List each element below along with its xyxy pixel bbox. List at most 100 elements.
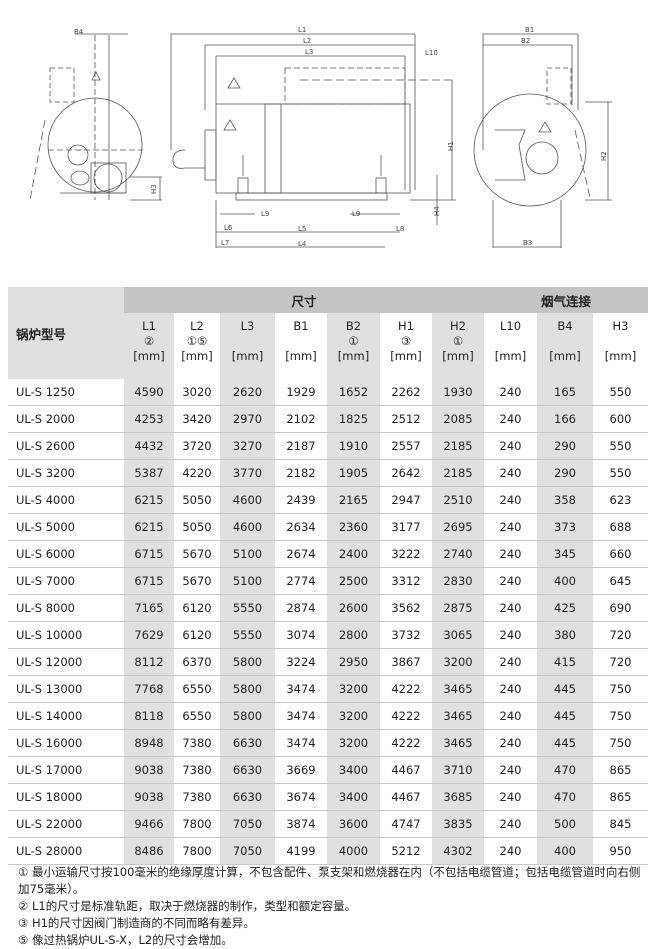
value-cell: 2830 (432, 567, 484, 595)
value-cell: 4747 (380, 810, 432, 838)
value-cell: 240 (484, 837, 537, 865)
value-cell: 1652 (327, 379, 380, 406)
value-cell: 358 (537, 486, 593, 514)
value-cell: 2185 (432, 459, 484, 487)
value-cell: 750 (593, 675, 648, 703)
value-cell: 240 (484, 810, 537, 838)
model-cell: UL-S 16000 (8, 729, 124, 757)
label-b3: B3 (523, 239, 532, 247)
value-cell: 7050 (220, 810, 275, 838)
value-cell: 6630 (220, 783, 275, 811)
footnotes: ① 最小运输尺寸按100毫米的绝缘厚度计算，不包含配件、泵支架和燃烧器在内（不包… (18, 864, 643, 949)
value-cell: 750 (593, 702, 648, 730)
value-cell: 7629 (124, 621, 174, 649)
column-note: ① (452, 334, 464, 348)
label-l9-right: L9 (352, 210, 360, 218)
value-cell: 425 (537, 594, 593, 622)
value-cell: 4600 (220, 513, 275, 541)
value-cell: 3420 (174, 405, 220, 433)
table-row: UL-S 10000 7629 6120 5550 3074 2800 3732 3065 24… (8, 621, 648, 649)
value-cell: 2800 (327, 621, 380, 649)
value-cell: 373 (537, 513, 593, 541)
value-cell: 166 (537, 405, 593, 433)
table-row: UL-S 13000 7768 6550 5800 3474 3200 4222 3465 24… (8, 675, 648, 703)
table-row: UL-S 8000 7165 6120 5550 2874 2600 3562 2875 240… (8, 594, 648, 622)
value-cell: 8948 (124, 729, 174, 757)
value-cell: 240 (484, 540, 537, 568)
model-cell: UL-S 12000 (8, 648, 124, 676)
value-cell: 6630 (220, 756, 275, 784)
value-cell: 3465 (432, 675, 484, 703)
value-cell: 865 (593, 756, 648, 784)
value-cell: 3720 (174, 432, 220, 460)
value-cell: 240 (484, 783, 537, 811)
value-cell: 240 (484, 486, 537, 514)
model-cell: UL-S 3200 (8, 459, 124, 487)
value-cell: 345 (537, 540, 593, 568)
column-header-l1: L1 ② [mm] (124, 313, 174, 379)
table-row: UL-S 12000 8112 6370 5800 3224 2950 3867 3200 24… (8, 648, 648, 676)
group-header-flue: 烟气连接 (484, 287, 648, 313)
table-row: UL-S 2000 4253 3420 2970 2102 1825 2512 2085 240… (8, 405, 648, 433)
value-cell: 3200 (327, 702, 380, 730)
value-cell: 688 (593, 513, 648, 541)
table-row: UL-S 17000 9038 7380 6630 3669 3400 4467 3710 24… (8, 756, 648, 784)
label-b2: B2 (521, 37, 530, 45)
value-cell: 3867 (380, 648, 432, 676)
table-row: UL-S 6000 6715 5670 5100 2674 2400 3222 2740 240… (8, 540, 648, 568)
value-cell: 240 (484, 702, 537, 730)
value-cell: 3065 (432, 621, 484, 649)
column-unit: [mm] (549, 349, 581, 363)
value-cell: 3465 (432, 729, 484, 757)
column-note (220, 334, 275, 349)
model-cell: UL-S 22000 (8, 810, 124, 838)
model-cell: UL-S 2000 (8, 405, 124, 433)
value-cell: 240 (484, 594, 537, 622)
value-cell: 445 (537, 729, 593, 757)
value-cell: 3074 (275, 621, 327, 649)
value-cell: 6550 (174, 702, 220, 730)
value-cell: 3674 (275, 783, 327, 811)
value-cell: 4600 (220, 486, 275, 514)
column-header-h2: H2 ① [mm] (432, 313, 484, 379)
model-cell: UL-S 7000 (8, 567, 124, 595)
value-cell: 2510 (432, 486, 484, 514)
value-cell: 2947 (380, 486, 432, 514)
value-cell: 6370 (174, 648, 220, 676)
value-cell: 3562 (380, 594, 432, 622)
value-cell: 3200 (432, 648, 484, 676)
footnote-1: ① 最小运输尺寸按100毫米的绝缘厚度计算，不包含配件、泵支架和燃烧器在内（不包… (18, 865, 641, 896)
value-cell: 5100 (220, 567, 275, 595)
value-cell: 165 (537, 379, 593, 406)
value-cell: 550 (593, 379, 648, 406)
value-cell: 3474 (275, 729, 327, 757)
value-cell: 9038 (124, 783, 174, 811)
value-cell: 5550 (220, 621, 275, 649)
value-cell: 600 (593, 405, 648, 433)
label-l5: L5 (298, 225, 306, 233)
value-cell: 7768 (124, 675, 174, 703)
value-cell: 445 (537, 675, 593, 703)
value-cell: 2165 (327, 486, 380, 514)
column-note (275, 334, 327, 349)
value-cell: 720 (593, 621, 648, 649)
value-cell: 8118 (124, 702, 174, 730)
column-header-h3: H3 [mm] (593, 313, 648, 379)
value-cell: 3465 (432, 702, 484, 730)
column-header-l2: L2 ①⑤ [mm] (174, 313, 220, 379)
value-cell: 8486 (124, 837, 174, 865)
label-l4: L4 (298, 240, 307, 248)
value-cell: 5800 (220, 675, 275, 703)
value-cell: 3835 (432, 810, 484, 838)
value-cell: 4222 (380, 702, 432, 730)
value-cell: 3177 (380, 513, 432, 541)
label-l10: L10 (425, 49, 438, 57)
value-cell: 2187 (275, 432, 327, 460)
side-view: L1 L2 L3 L10 H1 H4 L9 L9 L6 L5 L8 L7 L4 (170, 26, 456, 248)
footnote-5: ⑤ 像过热锅炉UL-S-X，L2的尺寸会增加。 (18, 933, 233, 947)
value-cell: 750 (593, 729, 648, 757)
value-cell: 3710 (432, 756, 484, 784)
value-cell: 950 (593, 837, 648, 865)
value-cell: 1929 (275, 379, 327, 406)
model-cell: UL-S 18000 (8, 783, 124, 811)
